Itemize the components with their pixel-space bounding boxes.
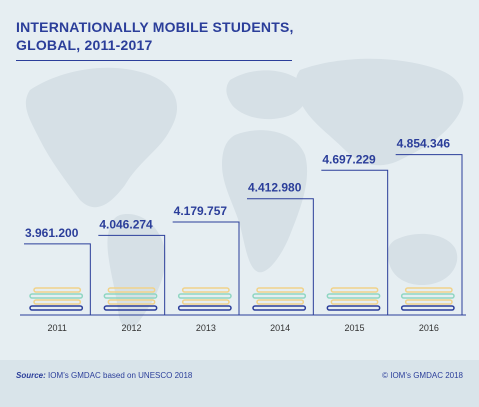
x-tick-label: 2011 [47, 323, 66, 333]
data-label: 4.854.346 [397, 137, 451, 151]
book-icon [252, 305, 307, 311]
bar [24, 243, 91, 315]
bar [321, 169, 389, 315]
bar [98, 234, 166, 315]
book-icon [103, 293, 158, 299]
title-line-1: INTERNATIONALLY MOBILE STUDENTS, [16, 19, 294, 35]
x-tick-label: 2013 [196, 323, 216, 333]
book-icon [330, 287, 379, 293]
book-icon [103, 305, 158, 311]
book-icon [177, 293, 232, 299]
data-label: 4.179.757 [174, 204, 228, 218]
book-icon [181, 287, 230, 293]
bar [395, 154, 463, 315]
asia-shape [295, 58, 464, 166]
australia-shape [387, 233, 458, 286]
data-label: 4.046.274 [99, 217, 153, 231]
book-icon [256, 299, 305, 305]
title-line-2: GLOBAL, 2011-2017 [16, 37, 153, 53]
book-icon [404, 299, 453, 305]
book-icon [330, 299, 379, 305]
book-icon [29, 305, 84, 311]
book-icon [326, 293, 381, 299]
book-icon [177, 305, 232, 311]
europe-shape [226, 70, 308, 120]
data-label: 4.412.980 [248, 181, 302, 195]
footer: Source: IOM’s GMDAC based on UNESCO 2018… [16, 371, 463, 380]
bar [172, 221, 240, 315]
book-icon [400, 293, 455, 299]
x-tick-label: 2014 [270, 323, 290, 333]
x-tick-label: 2015 [344, 323, 364, 333]
book-icon [107, 299, 156, 305]
x-tick-label: 2012 [121, 323, 141, 333]
data-label: 4.697.229 [322, 152, 376, 166]
data-label: 3.961.200 [25, 226, 79, 240]
copyright-text: © IOM’s GMDAC 2018 [382, 371, 463, 380]
title-underline [16, 60, 292, 61]
book-icon [256, 287, 305, 293]
book-icon [33, 287, 82, 293]
book-icon [181, 299, 230, 305]
book-icon [107, 287, 156, 293]
book-icon [404, 287, 453, 293]
north-america-shape [25, 67, 178, 208]
book-icon [252, 293, 307, 299]
source-text: IOM’s GMDAC based on UNESCO 2018 [48, 371, 193, 380]
footer-strip [0, 360, 479, 407]
book-icon [33, 299, 82, 305]
africa-shape [222, 130, 308, 273]
bar [247, 198, 314, 315]
chart-title: INTERNATIONALLY MOBILE STUDENTS, GLOBAL,… [16, 18, 294, 54]
source-label: Source: [16, 371, 46, 380]
book-icon [400, 305, 455, 311]
book-icon [29, 293, 84, 299]
book-icon [326, 305, 381, 311]
x-tick-label: 2016 [419, 323, 439, 333]
